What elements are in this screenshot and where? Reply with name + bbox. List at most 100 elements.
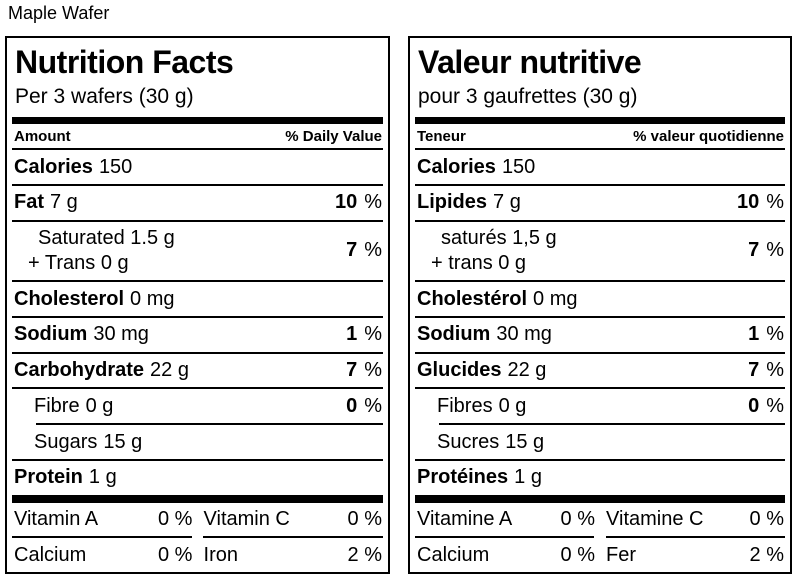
daily-value: 10% xyxy=(736,191,784,214)
divider-split xyxy=(12,536,383,539)
percent-sign: % xyxy=(766,394,784,417)
micronutrient-row-1: Vitamin A 0 % Vitamin C 0 % xyxy=(12,503,383,537)
nutrient-text: Sodium 30 mg xyxy=(14,322,149,347)
daily-value: 1% xyxy=(346,323,382,346)
nutrient-amount: 1 g xyxy=(514,466,542,489)
nutrition-facts-panel-fr: Valeur nutritive pour 3 gaufrettes (30 g… xyxy=(408,36,792,574)
nutrient-amount: 7 g xyxy=(50,191,78,214)
percent-sign: % xyxy=(364,191,382,214)
nutrient-amount: 0 mg xyxy=(533,287,578,310)
divider-thick-top xyxy=(12,117,383,125)
micronutrient-label: Calcium xyxy=(14,543,87,566)
column-header-row: Teneur % valeur quotidienne xyxy=(415,124,785,148)
nutrient-label-saturated: Saturated 1.5 g xyxy=(38,226,175,249)
percent-sign: % xyxy=(766,359,784,382)
nutrient-label: Protein xyxy=(14,466,83,489)
nutrient-amount: 0 g xyxy=(85,394,114,417)
nutrient-amount: 0 mg xyxy=(130,287,175,310)
divider-split xyxy=(415,536,785,539)
column-header-daily-value: % valeur quotidienne xyxy=(633,128,784,146)
divider-indented xyxy=(36,423,383,426)
nutrient-text: Glucides 22 g xyxy=(417,358,546,383)
nutrient-text: Fibre 0 g xyxy=(14,394,113,419)
nutrient-text: Calories 150 xyxy=(417,155,535,180)
nutrient-text: Sugars 15 g xyxy=(14,430,142,455)
nutrient-label: Calories xyxy=(417,155,496,178)
divider xyxy=(415,280,785,283)
nutrient-text: Cholesterol 0 mg xyxy=(14,287,175,312)
nutrient-amount: 150 xyxy=(501,155,536,178)
percent-sign: % xyxy=(766,323,784,346)
nutrient-label: Lipides xyxy=(417,191,488,214)
nutrient-label: Carbohydrate xyxy=(14,359,145,382)
nutrient-amount: 22 g xyxy=(507,359,547,382)
nutrient-row-fat: Fat 7 g 10% xyxy=(12,186,383,220)
percent-sign: % xyxy=(364,239,382,262)
nutrient-amount: 30 mg xyxy=(93,323,149,346)
nutrient-row-calories: Calories 150 xyxy=(12,150,383,184)
micronutrient-calcium: Calcium 0 % xyxy=(14,544,192,567)
micronutrient-value: 0 % xyxy=(560,543,595,566)
micronutrient-row-2: Calcium 0 % Fer 2 % xyxy=(415,538,785,572)
micronutrient-label: Vitamin C xyxy=(203,507,290,530)
micronutrient-value: 0 % xyxy=(347,507,382,530)
column-header-row: Amount % Daily Value xyxy=(12,124,383,148)
serving-size-fr: pour 3 gaufrettes (30 g) xyxy=(418,84,638,108)
micronutrient-label: Vitamin A xyxy=(14,507,99,530)
divider xyxy=(12,458,383,461)
nutrient-label: Sucres xyxy=(437,430,500,453)
nutrient-row-sodium: Sodium 30 mg 1% xyxy=(12,318,383,352)
divider-thick-top xyxy=(415,117,785,125)
nutrient-label: Calories xyxy=(14,155,93,178)
nutrient-text: Fat 7 g xyxy=(14,190,78,215)
divider xyxy=(415,458,785,461)
nutrient-label: Sodium xyxy=(417,323,491,346)
divider xyxy=(415,148,785,151)
product-title: Maple Wafer xyxy=(8,3,110,23)
nutrient-amount: 150 xyxy=(98,155,133,178)
divider xyxy=(12,280,383,283)
nutrient-row-sugars: Sucres 15 g xyxy=(415,425,785,459)
nutrient-label: Sodium xyxy=(14,323,88,346)
divider xyxy=(415,351,785,354)
nutrient-row-cholesterol: Cholesterol 0 mg xyxy=(12,282,383,316)
divider xyxy=(12,351,383,354)
divider xyxy=(12,148,383,151)
micronutrient-vitamin-a: Vitamine A 0 % xyxy=(417,508,595,531)
micronutrient-label: Vitamine A xyxy=(417,507,513,530)
divider xyxy=(415,219,785,222)
percent-sign: % xyxy=(364,359,382,382)
micronutrient-vitamin-a: Vitamin A 0 % xyxy=(14,508,192,531)
nutrient-amount: 30 mg xyxy=(496,323,552,346)
nutrient-text: Cholestérol 0 mg xyxy=(417,287,578,312)
daily-value: 7% xyxy=(346,239,382,262)
nutrient-row-fat: Lipides 7 g 10% xyxy=(415,186,785,220)
divider xyxy=(415,183,785,186)
micronutrient-vitamin-c: Vitamin C 0 % xyxy=(204,508,382,531)
micronutrient-iron: Fer 2 % xyxy=(606,544,784,567)
column-header-daily-value: % Daily Value xyxy=(285,128,382,146)
panel-title-fr: Valeur nutritive xyxy=(418,44,642,80)
nutrient-row-saturated-trans: Saturated 1.5 g + Trans 0 g 7% xyxy=(12,222,383,281)
divider-indented xyxy=(439,423,785,426)
daily-value: 1% xyxy=(748,323,784,346)
percent-sign: % xyxy=(766,239,784,262)
nutrient-label-trans: + trans 0 g xyxy=(431,251,527,274)
nutrient-text: Sodium 30 mg xyxy=(417,322,552,347)
nutrient-row-sodium: Sodium 30 mg 1% xyxy=(415,318,785,352)
micronutrient-label: Fer xyxy=(606,543,637,566)
nutrient-label: Fat xyxy=(14,191,44,214)
nutrient-row-calories: Calories 150 xyxy=(415,150,785,184)
nutrient-text: Protéines 1 g xyxy=(417,465,542,490)
serving-size-en: Per 3 wafers (30 g) xyxy=(15,84,194,108)
nutrient-label: Fibres xyxy=(437,394,493,417)
nutrient-label: Fibre xyxy=(34,394,80,417)
nutrition-facts-panel-en: Nutrition Facts Per 3 wafers (30 g) Amou… xyxy=(5,36,390,574)
micronutrient-label: Vitamine C xyxy=(606,507,704,530)
nutrient-row-carbohydrate: Carbohydrate 22 g 7% xyxy=(12,354,383,388)
micronutrient-value: 0 % xyxy=(158,543,193,566)
nutrient-row-cholesterol: Cholestérol 0 mg xyxy=(415,282,785,316)
column-header-amount: Teneur xyxy=(417,128,466,146)
micronutrient-iron: Iron 2 % xyxy=(204,544,382,567)
nutrient-label: Cholesterol xyxy=(14,287,125,310)
